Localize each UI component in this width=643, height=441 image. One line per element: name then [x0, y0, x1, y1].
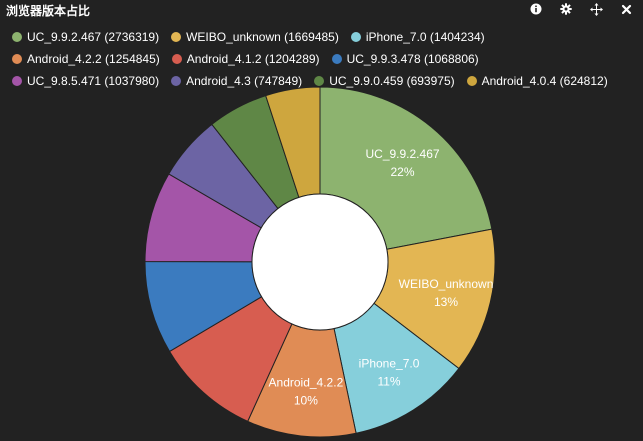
close-icon[interactable]	[613, 0, 639, 18]
legend-swatch	[314, 76, 325, 86]
legend-item-android-4-2-2[interactable]: Android_4.2.2 (1254845)	[12, 51, 160, 67]
chart-toolbar	[523, 0, 639, 18]
legend-swatch	[466, 76, 477, 86]
legend-label: UC_9.9.3.478 (1068806)	[346, 52, 479, 66]
legend-item-weibo-unknown[interactable]: WEIBO_unknown (1669485)	[171, 29, 339, 45]
legend-item-android-4-0-4[interactable]: Android_4.0.4 (624812)	[466, 73, 608, 89]
legend-item-android-4-1-2[interactable]: Android_4.1.2 (1204289)	[171, 51, 320, 67]
legend-swatch	[331, 54, 342, 64]
slice-percent-uc-9-9-2-467: 22%	[391, 165, 415, 179]
legend-item-iphone-7-0[interactable]: iPhone_7.0 (1404234)	[350, 29, 485, 45]
legend-swatch	[12, 76, 22, 86]
legend-item-uc-9-9-3-478[interactable]: UC_9.9.3.478 (1068806)	[331, 51, 479, 67]
legend-swatch	[171, 32, 182, 42]
legend-label: UC_9.8.5.471 (1037980)	[27, 74, 160, 88]
legend-label: WEIBO_unknown (1669485)	[186, 30, 339, 44]
slice-label-iphone-7-0: iPhone_7.0	[359, 357, 420, 371]
legend-swatch	[12, 54, 22, 64]
chart-labels: UC_9.9.2.467 22% WEIBO_unknown 13% iPhone_7.…	[269, 147, 494, 408]
legend-label: Android_4.2.2 (1254845)	[27, 52, 160, 66]
legend-label: Android_4.3 (747849)	[186, 74, 303, 88]
legend-label: UC_9.9.0.459 (693975)	[329, 74, 455, 88]
legend-swatch	[171, 76, 182, 86]
chart-slices	[144, 86, 496, 438]
legend-item-uc-9-8-5-471[interactable]: UC_9.8.5.471 (1037980)	[12, 73, 159, 89]
slice-label-weibo-unknown: WEIBO_unknown	[399, 277, 494, 291]
gear-icon[interactable]	[553, 0, 579, 18]
legend-swatch	[171, 54, 182, 64]
legend-item-android-4-3[interactable]: Android_4.3 (747849)	[171, 73, 302, 89]
info-icon[interactable]	[523, 0, 549, 18]
slice-percent-iphone-7-0: 11%	[377, 375, 400, 389]
legend-swatch	[350, 32, 361, 42]
legend-item-uc-9-9-2-467[interactable]: UC_9.9.2.467 (2736319)	[12, 29, 159, 45]
legend-item-uc-9-9-0-459[interactable]: UC_9.9.0.459 (693975)	[314, 73, 455, 89]
legend-swatch	[12, 32, 22, 42]
legend-label: iPhone_7.0 (1404234)	[365, 30, 485, 44]
slice-percent-weibo-unknown: 13%	[434, 295, 458, 309]
legend-label: Android_4.0.4 (624812)	[481, 74, 608, 88]
donut-hole	[251, 193, 389, 331]
move-icon[interactable]	[583, 0, 609, 18]
slice-label-uc-9-9-2-467: UC_9.9.2.467	[365, 147, 439, 161]
slice-percent-android-4-2-2: 10%	[294, 394, 318, 408]
legend-label: UC_9.9.2.467 (2736319)	[27, 30, 160, 44]
slice-label-android-4-2-2: Android_4.2.2	[269, 376, 344, 390]
chart-legend: UC_9.9.2.467 (2736319) WEIBO_unknown (166…	[12, 29, 637, 89]
chart-title: 浏览器版本占比	[6, 4, 91, 18]
legend-label: Android_4.1.2 (1204289)	[186, 52, 320, 66]
